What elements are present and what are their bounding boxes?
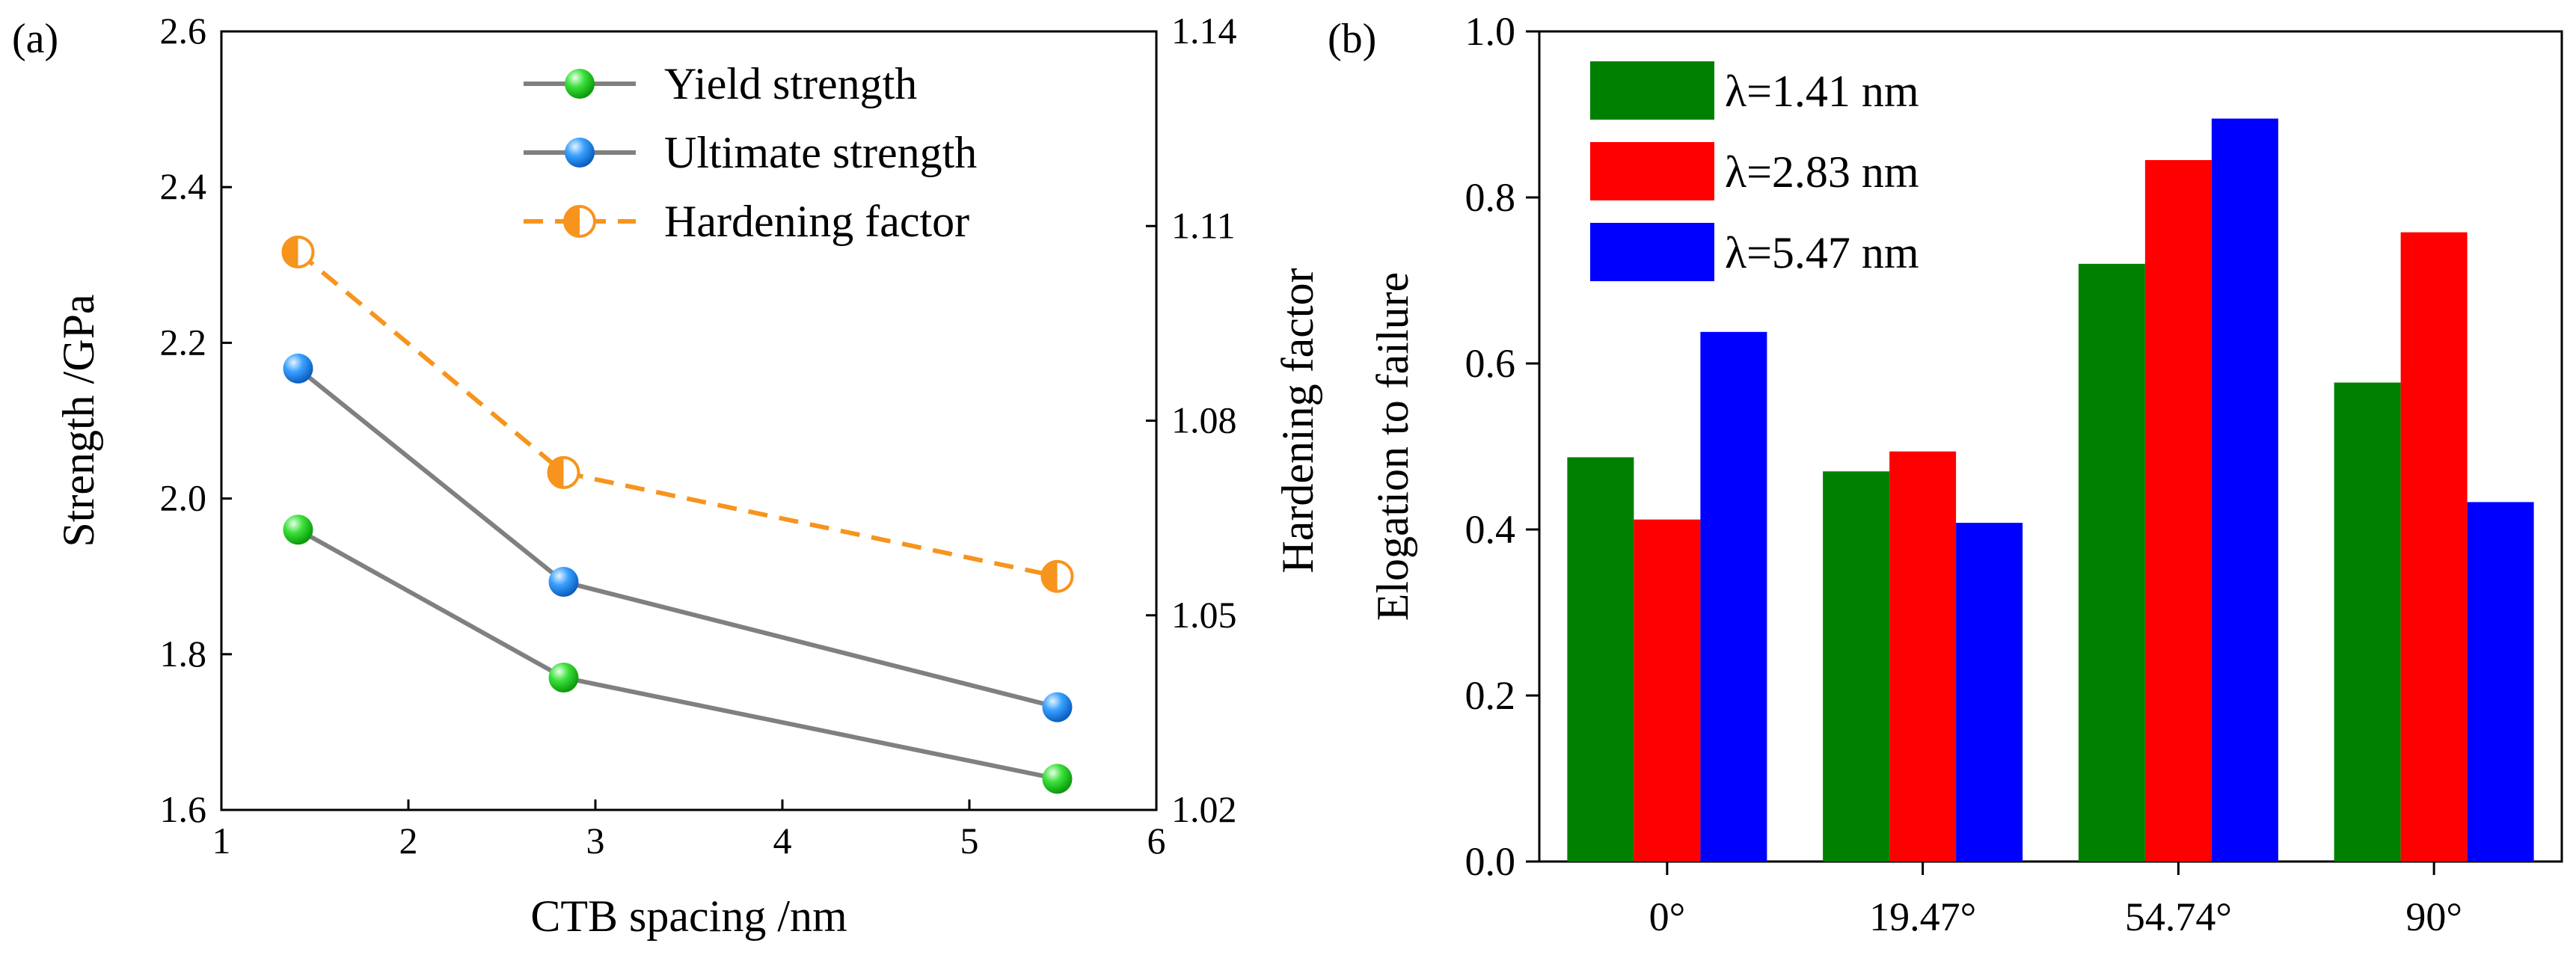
y-right-tick-label: 1.08 bbox=[1171, 399, 1237, 441]
bar-3-0 bbox=[2334, 382, 2401, 862]
x-tick-label: 6 bbox=[1147, 820, 1166, 862]
y-tick-label: 0.0 bbox=[1465, 839, 1516, 884]
data-point-0-0 bbox=[283, 515, 313, 545]
legend-swatch-0 bbox=[1590, 61, 1714, 120]
bar-0-0 bbox=[1567, 457, 1634, 862]
legend-marker-2-half bbox=[565, 206, 580, 236]
x-tick-label: 3 bbox=[586, 820, 605, 862]
y-left-tick-label: 1.6 bbox=[160, 788, 207, 830]
bar-1-2 bbox=[1956, 523, 2023, 862]
legend-label-1: Ultimate strength bbox=[664, 128, 977, 177]
bar-3-2 bbox=[2467, 502, 2534, 862]
legend-swatch-1 bbox=[1590, 142, 1714, 200]
data-point-2-1-half bbox=[548, 457, 564, 488]
x-tick-label: 0° bbox=[1649, 894, 1686, 939]
legend-label-2: Hardening factor bbox=[664, 197, 969, 246]
panel-b-label: (b) bbox=[1328, 16, 1376, 62]
y-right-tick-label: 1.02 bbox=[1171, 788, 1237, 830]
bar-0-1 bbox=[1634, 519, 1701, 862]
y-right-tick-label: 1.05 bbox=[1171, 594, 1237, 636]
y-tick-label: 0.2 bbox=[1465, 673, 1516, 718]
plot-frame bbox=[1538, 30, 2563, 863]
y-right-axis-label: Hardening factor bbox=[1273, 268, 1322, 573]
x-tick-label: 1 bbox=[212, 820, 231, 862]
data-point-1-2 bbox=[1042, 692, 1073, 722]
bar-1-0 bbox=[1823, 471, 1890, 862]
x-tick-label: 2 bbox=[399, 820, 418, 862]
bar-2-2 bbox=[2211, 118, 2278, 862]
y-left-tick-label: 2.2 bbox=[160, 321, 207, 363]
series-line-2 bbox=[296, 250, 1058, 579]
y-right-tick-label: 1.14 bbox=[1171, 10, 1237, 52]
x-axis-label: CTB spacing /nm bbox=[530, 891, 847, 941]
panel-b-bar-chart: 0.0 0.2 0.4 0.6 0.8 1.0 Elogation to failure 0°… bbox=[1368, 9, 2563, 939]
series-line-1 bbox=[296, 366, 1058, 710]
y-tick-label: 1.0 bbox=[1465, 9, 1516, 54]
legend-marker-0 bbox=[565, 69, 595, 99]
series-line-0 bbox=[297, 527, 1058, 782]
y-left-tick-label: 2.6 bbox=[160, 10, 207, 52]
x-tick-label: 4 bbox=[773, 820, 792, 862]
legend-label-0: Yield strength bbox=[664, 59, 917, 108]
bar-3-1 bbox=[2400, 232, 2468, 862]
y-left-axis-label: Strength /GPa bbox=[54, 294, 103, 547]
legend-label-2: λ=5.47 nm bbox=[1725, 228, 1919, 277]
bar-2-1 bbox=[2144, 160, 2212, 862]
bar-0-2 bbox=[1700, 331, 1767, 862]
legend-label-0: λ=1.41 nm bbox=[1725, 67, 1919, 116]
y-right-tick-label: 1.11 bbox=[1171, 204, 1236, 246]
data-point-2-0-half bbox=[283, 236, 298, 267]
panel-a-label: (a) bbox=[12, 16, 58, 62]
bar-2-0 bbox=[2078, 263, 2145, 862]
data-point-2-2-half bbox=[1042, 561, 1058, 592]
y-left-tick-label: 1.8 bbox=[160, 633, 207, 675]
y-axis-label: Elogation to failure bbox=[1368, 272, 1417, 621]
y-tick-label: 0.4 bbox=[1465, 507, 1516, 552]
y-left-tick-label: 2.4 bbox=[160, 165, 207, 207]
data-point-0-1 bbox=[548, 663, 579, 693]
y-tick-label: 0.8 bbox=[1465, 175, 1516, 220]
data-point-1-0 bbox=[283, 353, 313, 384]
legend-marker-1 bbox=[565, 138, 595, 168]
x-tick-label: 5 bbox=[960, 820, 979, 862]
data-point-0-2 bbox=[1042, 764, 1073, 794]
data-point-1-1 bbox=[548, 566, 579, 597]
legend-label-1: λ=2.83 nm bbox=[1725, 147, 1919, 197]
x-tick-label: 19.47° bbox=[1869, 894, 1976, 939]
bar-1-1 bbox=[1889, 451, 1957, 862]
y-tick-label: 0.6 bbox=[1465, 341, 1516, 386]
panel-a-line-chart: 1 2 3 4 5 6 1.6 1.8 2.0 2.2 2.4 2.6 1.02 1.05 1.08 1.11… bbox=[54, 10, 1322, 941]
x-tick-label: 54.74° bbox=[2125, 894, 2232, 939]
y-left-tick-label: 2.0 bbox=[160, 477, 207, 519]
legend-swatch-2 bbox=[1590, 223, 1714, 281]
x-tick-label: 90° bbox=[2405, 894, 2462, 939]
